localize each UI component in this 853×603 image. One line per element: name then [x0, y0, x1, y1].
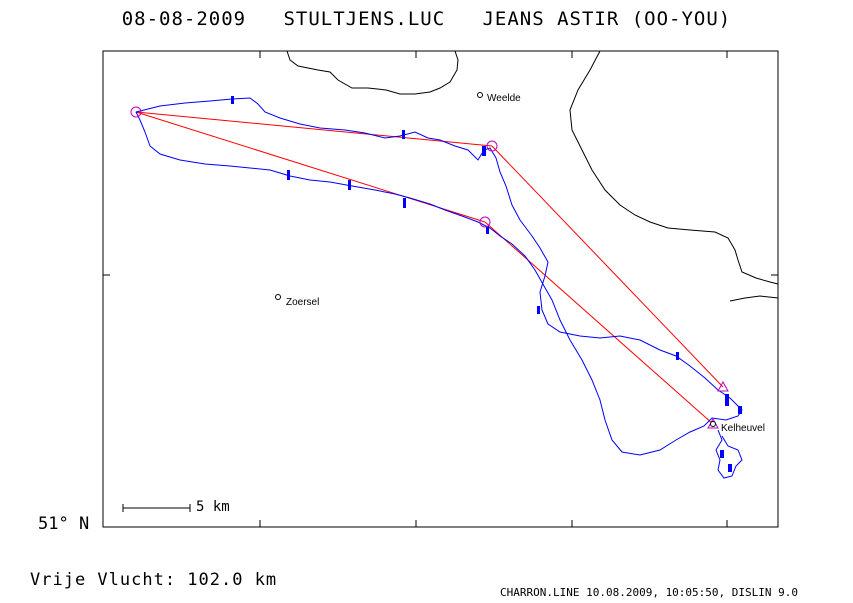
- turnpoint-1: [486, 140, 498, 152]
- flight-track-finish: [715, 429, 743, 479]
- border-line-east: [569, 50, 779, 285]
- distance-label: Vrije Vlucht: 102.0 km: [30, 570, 278, 590]
- turnpoint-3: [717, 380, 729, 392]
- turnpoint-2: [479, 216, 491, 228]
- thermal-marks: [231, 96, 742, 472]
- border-line-north: [286, 50, 459, 95]
- start-turnpoint: [130, 106, 142, 118]
- page-title: 08-08-2009 STULTJENS.LUC JEANS ASTIR (OO…: [121, 8, 732, 30]
- scale-label: 5 km: [196, 499, 230, 515]
- map-frame: [102, 50, 779, 528]
- place-marker-kelheuvel: [710, 421, 716, 427]
- place-label-kelheuvel: Kelheuvel: [721, 423, 765, 434]
- latitude-label: 51° N: [38, 514, 90, 534]
- turnpoint-markers: [130, 106, 729, 429]
- place-label-weelde: Weelde: [487, 93, 521, 104]
- place-marker-zoersel: [275, 294, 281, 300]
- scale-bar: [122, 504, 191, 512]
- flight-track: [135, 97, 743, 456]
- place-markers: [275, 92, 716, 427]
- credit-label: CHARRON.LINE 10.08.2009, 10:05:50, DISLI…: [500, 586, 799, 599]
- border-line-east-2: [729, 295, 779, 302]
- task-lines: [135, 111, 724, 425]
- place-label-zoersel: Zoersel: [286, 297, 320, 308]
- frame-ticks: [103, 51, 778, 527]
- place-marker-weelde: [477, 92, 483, 98]
